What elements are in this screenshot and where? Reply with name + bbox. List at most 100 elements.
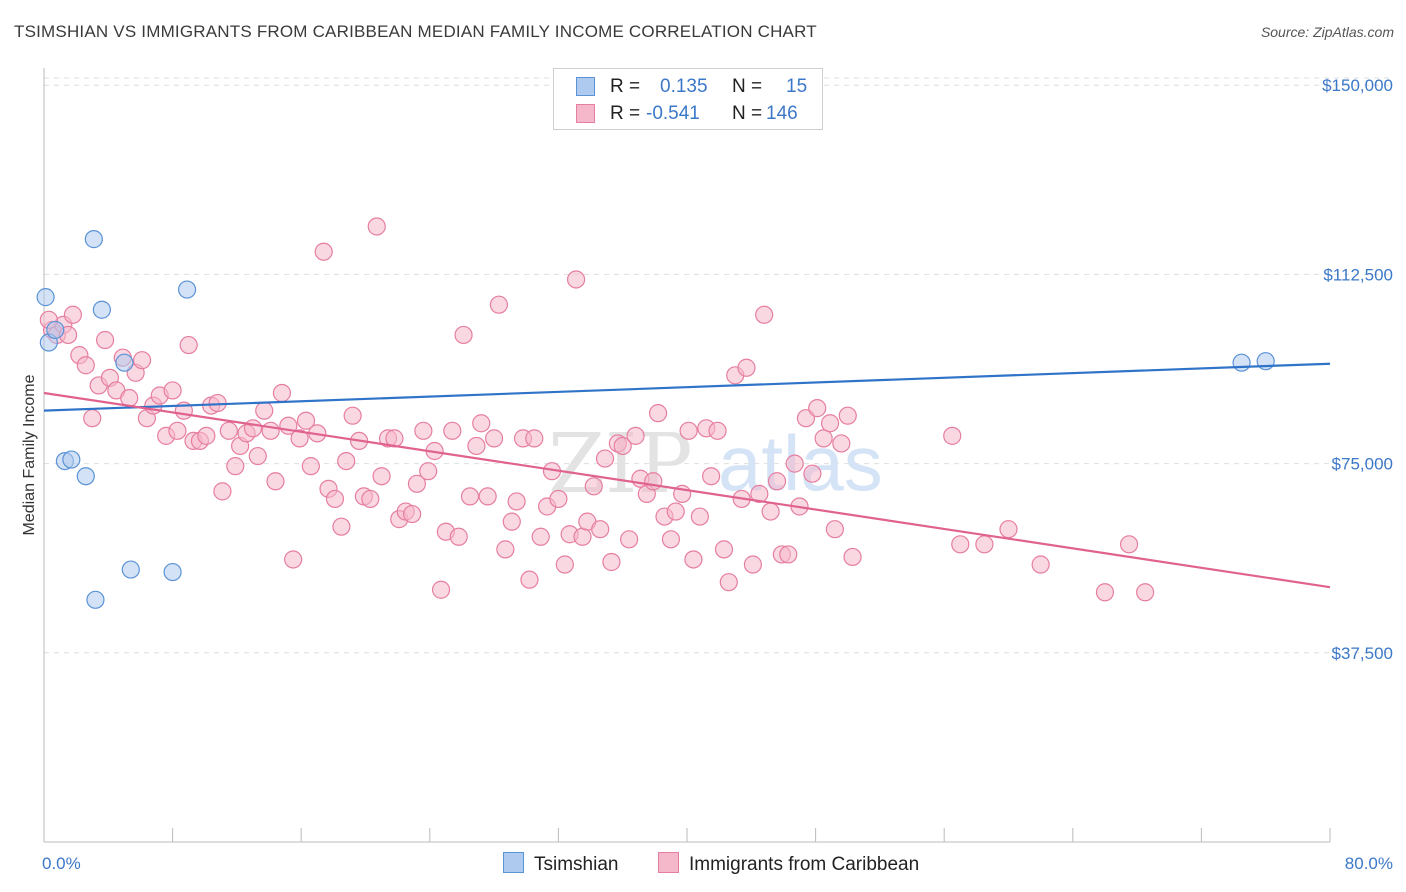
caribbean-point — [708, 421, 727, 440]
caribbean-point — [755, 305, 774, 324]
caribbean-point — [213, 482, 232, 501]
legend-n-value: 15 — [786, 76, 808, 97]
caribbean-point — [843, 547, 862, 567]
caribbean-point — [337, 451, 356, 471]
tsimshian-point — [62, 450, 81, 469]
tsimshian-point — [86, 590, 105, 609]
caribbean-point — [296, 411, 316, 430]
y-tick-label: $37,500 — [1332, 644, 1393, 663]
caribbean-point — [431, 580, 451, 599]
caribbean-point — [414, 421, 433, 440]
caribbean-point — [520, 570, 539, 589]
caribbean-trend-line — [43, 391, 1331, 589]
caribbean-point — [419, 462, 438, 481]
caribbean-point — [226, 457, 245, 476]
caribbean-point — [814, 429, 833, 448]
caribbean-point — [361, 489, 380, 509]
y-tick-label: $150,000 — [1322, 76, 1393, 95]
legend-swatch-pink — [576, 104, 595, 123]
caribbean-point — [1136, 583, 1155, 602]
caribbean-point — [507, 492, 526, 511]
caribbean-point — [555, 555, 574, 574]
caribbean-point — [284, 550, 303, 569]
caribbean-point — [367, 217, 386, 236]
caribbean-point — [407, 474, 427, 493]
caribbean-point — [602, 552, 621, 572]
caribbean-point — [485, 429, 504, 448]
caribbean-point — [702, 467, 721, 486]
caribbean-point — [595, 449, 615, 468]
caribbean-point — [95, 330, 115, 350]
caribbean-point — [314, 242, 333, 261]
caribbean-point — [1095, 583, 1115, 602]
caribbean-point — [785, 454, 804, 473]
caribbean-point — [449, 527, 468, 546]
legend-n-label: N = — [732, 103, 763, 124]
caribbean-point — [684, 550, 703, 569]
caribbean-point — [832, 434, 851, 453]
caribbean-point — [767, 472, 787, 491]
legend-swatch-blue — [503, 852, 524, 873]
caribbean-point — [496, 540, 515, 559]
legend-swatch-blue — [576, 77, 595, 96]
legend-r-label: R = — [610, 76, 641, 97]
caribbean-point — [1031, 555, 1050, 574]
caribbean-point — [666, 502, 685, 521]
legend-r-value: 0.135 — [660, 76, 708, 97]
x-tick-label-min: 0.0% — [42, 854, 81, 873]
caribbean-point — [454, 325, 473, 345]
caribbean-point — [332, 517, 351, 536]
caribbean-point — [467, 436, 486, 456]
caribbean-point — [838, 406, 857, 425]
caribbean-point — [566, 270, 586, 289]
caribbean-point — [825, 520, 844, 539]
legend-r-value: -0.541 — [646, 103, 700, 124]
caribbean-point — [502, 512, 521, 531]
tsimshian-point — [84, 230, 103, 249]
caribbean-point — [573, 527, 592, 546]
caribbean-point — [478, 487, 497, 506]
caribbean-point — [591, 520, 610, 539]
legend-r-label: R = — [610, 103, 641, 124]
y-tick-label: $112,500 — [1323, 265, 1393, 284]
caribbean-point — [737, 358, 756, 377]
stats-legend: R = 0.135 N = 15 R = -0.541 N = 146 — [553, 68, 823, 130]
caribbean-point — [63, 305, 83, 324]
caribbean-point — [679, 421, 698, 440]
legend-n-label: N = — [732, 76, 763, 97]
caribbean-point — [163, 381, 182, 400]
caribbean-point — [999, 520, 1018, 539]
x-tick-label-max: 80.0% — [1345, 854, 1393, 873]
caribbean-point — [975, 535, 994, 554]
caribbean-point — [1119, 535, 1139, 554]
caribbean-point — [779, 545, 798, 564]
caribbean-point — [820, 414, 840, 433]
caribbean-point — [531, 527, 550, 546]
caribbean-point — [168, 421, 187, 440]
legend-label: Immigrants from Caribbean — [689, 854, 920, 875]
caribbean-point — [525, 429, 544, 448]
caribbean-point — [372, 467, 391, 486]
caribbean-point — [343, 406, 362, 425]
caribbean-point — [272, 383, 292, 403]
caribbean-point — [460, 487, 480, 506]
chart-title: TSIMSHIAN VS IMMIGRANTS FROM CARIBBEAN M… — [14, 22, 817, 41]
caribbean-point — [255, 401, 274, 420]
axes — [43, 68, 1331, 843]
caribbean-point — [690, 507, 709, 526]
tsimshian-point — [36, 288, 55, 307]
caribbean-point — [743, 555, 763, 574]
source-label: Source: ZipAtlas.com — [1260, 24, 1394, 40]
caribbean-point — [648, 404, 668, 423]
caribbean-point — [132, 351, 152, 370]
caribbean-point — [661, 530, 681, 549]
caribbean-point — [266, 472, 285, 491]
tsimshian-point — [46, 320, 65, 340]
caribbean-point — [325, 489, 345, 509]
caribbean-point — [403, 504, 422, 524]
caribbean-point — [472, 414, 491, 433]
caribbean-point — [301, 457, 320, 476]
caribbean-point — [943, 426, 962, 445]
caribbean-point — [584, 477, 603, 496]
tsimshian-point — [92, 300, 111, 319]
